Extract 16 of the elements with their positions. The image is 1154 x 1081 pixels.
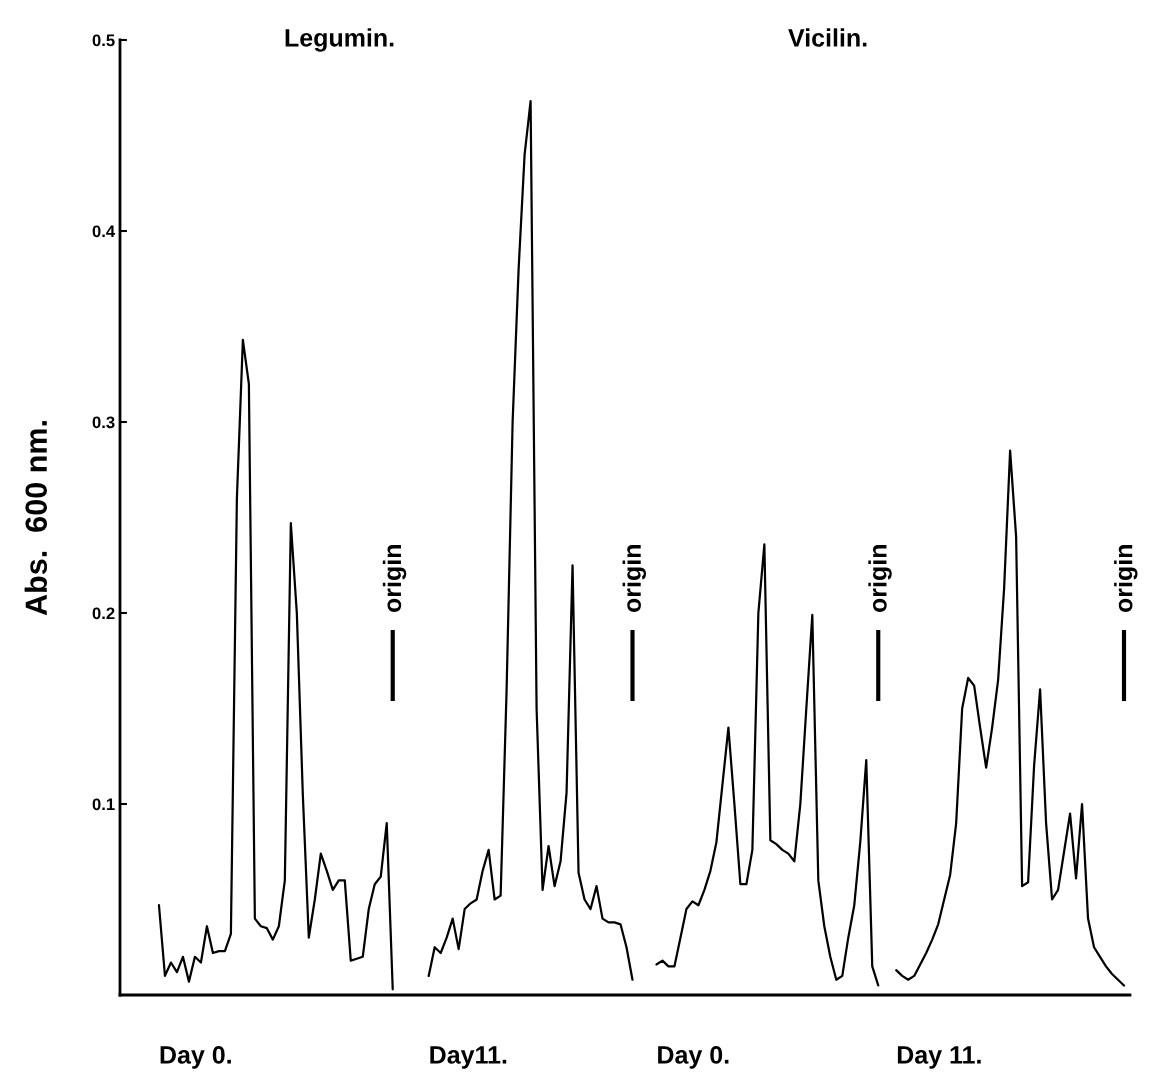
y-tick-label: 0.5 (92, 34, 115, 47)
y-tick-label: 0.3 (92, 416, 115, 429)
annotation: origin (868, 545, 892, 613)
y-tick-label: 0.2 (92, 607, 115, 620)
text: Day11. (430, 1046, 507, 1069)
text: Day 11. (897, 1046, 981, 1069)
annotation: Vicilin. (788, 28, 867, 47)
y-tick-label: 0.4 (92, 225, 116, 238)
annotation: Legumin. (285, 28, 394, 52)
annotation: origin (382, 545, 407, 613)
text: Day 0. (658, 1046, 729, 1069)
y-tick-label: 0.1 (92, 798, 115, 811)
text: Day 0. (160, 1046, 231, 1069)
annotation: origin (622, 545, 646, 613)
annotation: origin (1114, 545, 1138, 613)
y-axis-title: Abs. 600 nm. (24, 421, 48, 616)
